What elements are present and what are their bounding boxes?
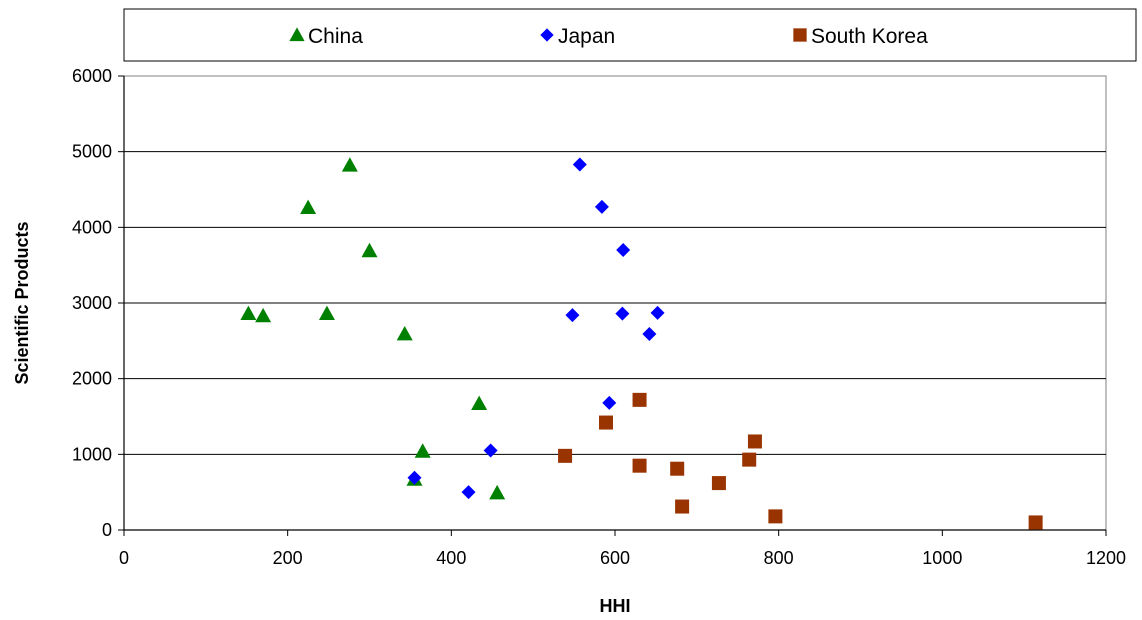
x-tick-label: 1200	[1086, 548, 1126, 568]
y-tick-label: 1000	[72, 444, 112, 464]
data-point-japan	[594, 199, 609, 214]
data-point-south-korea	[670, 461, 685, 476]
data-point-china	[341, 157, 358, 172]
legend-box	[123, 8, 1137, 62]
legend-item-japan: Japan	[540, 25, 615, 48]
y-tick-labels: 0 1000 2000 3000 4000 5000 6000	[72, 66, 112, 540]
data-point-japan	[572, 157, 587, 172]
legend-item-china: China	[289, 25, 363, 48]
data-point-south-korea	[1028, 515, 1043, 530]
data-point-china	[471, 395, 488, 411]
legend-label-japan: Japan	[558, 25, 615, 48]
data-point-japan	[565, 308, 580, 323]
gridlines	[124, 151, 1106, 455]
data-point-south-korea	[558, 448, 573, 463]
data-point-south-korea	[632, 458, 647, 473]
y-tick-label: 0	[102, 520, 112, 540]
data-point-japan	[602, 395, 617, 410]
data-point-japan	[407, 470, 422, 485]
data-point-south-korea	[768, 509, 783, 524]
y-tick-label: 3000	[72, 293, 112, 313]
data-point-china	[300, 199, 317, 215]
data-point-south-korea	[598, 415, 613, 430]
data-point-china	[361, 242, 378, 258]
data-point-south-korea	[675, 499, 690, 514]
legend-item-south-korea: South Korea	[793, 25, 928, 48]
x-tick-label: 1000	[922, 548, 962, 568]
data-point-south-korea	[711, 476, 726, 491]
data-point-south-korea	[747, 434, 762, 449]
data-point-south-korea	[742, 452, 757, 467]
x-tick-label: 400	[436, 548, 466, 568]
data-point-japan	[642, 327, 657, 342]
y-tick-label: 2000	[72, 369, 112, 389]
data-point-china	[240, 305, 257, 320]
legend-marker-china	[289, 27, 305, 42]
data-point-japan	[483, 443, 498, 458]
legend-label-china: China	[308, 25, 363, 48]
legend-marker-south-korea	[793, 28, 807, 42]
y-tick-label: 6000	[72, 66, 112, 86]
plot-area: 0 1000 2000 3000 4000 5000 6000 0 200 400 600 800 1…	[72, 66, 1126, 568]
y-tick-label: 5000	[72, 142, 112, 162]
x-tick-label: 200	[273, 548, 303, 568]
data-point-japan	[615, 306, 630, 321]
data-point-japan	[461, 485, 476, 500]
axes	[118, 75, 1107, 536]
data-point-japan	[650, 305, 665, 320]
x-tick-label: 600	[600, 548, 630, 568]
x-tick-labels: 0 200 400 600 800 1000 1200	[119, 548, 1126, 568]
y-tick-label: 4000	[72, 217, 112, 237]
x-tick-label: 0	[119, 548, 129, 568]
data-point-china	[489, 484, 506, 500]
data-point-china	[396, 326, 413, 341]
data-point-china	[414, 443, 431, 458]
y-axis-title: Scientific Products	[12, 221, 32, 384]
data-points	[240, 157, 1043, 530]
legend-marker-japan	[540, 28, 554, 42]
data-point-china	[255, 307, 272, 323]
data-point-china	[318, 305, 335, 320]
legend: China Japan South Korea	[123, 8, 1137, 62]
data-point-japan	[616, 243, 631, 258]
legend-label-south-korea: South Korea	[811, 25, 928, 48]
data-point-south-korea	[632, 392, 647, 407]
x-tick-label: 800	[764, 548, 794, 568]
x-axis-title: HHI	[600, 596, 631, 616]
